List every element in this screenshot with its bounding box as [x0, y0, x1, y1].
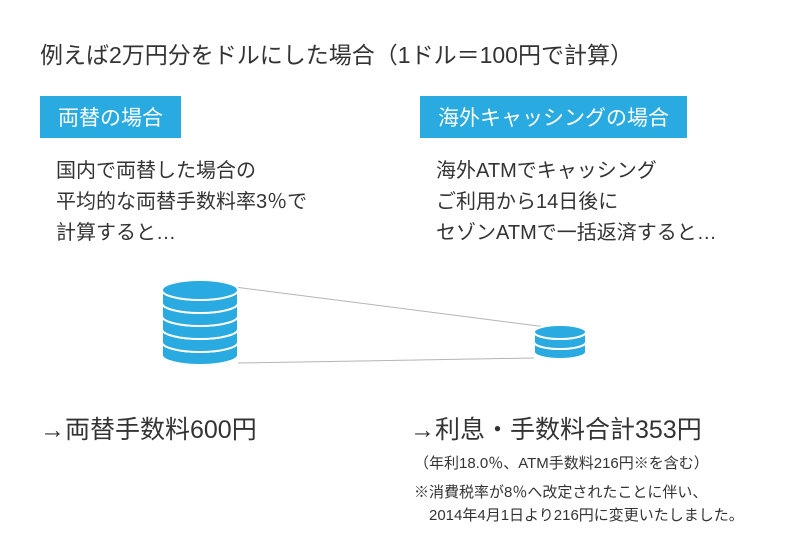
footnote-line: ※消費税率が8％へ改定されたことに伴い、	[414, 484, 707, 501]
result-cashing: →利息・手数料合計353円	[410, 410, 780, 446]
desc-line: 計算すると…	[56, 222, 176, 244]
desc-line: 海外ATMでキャッシング	[436, 160, 657, 182]
column-right: 海外キャッシングの場合 海外ATMでキャッシング ご利用から14日後に セゾンA…	[420, 96, 760, 249]
desc-line: ご利用から14日後に	[436, 191, 618, 213]
result-exchange: →両替手数料600円	[40, 410, 410, 446]
desc-line: セゾンATMで一括返済すると…	[436, 222, 717, 244]
desc-exchange: 国内で両替した場合の 平均的な両替手数料率3％で 計算すると…	[40, 156, 380, 249]
column-left: 両替の場合 国内で両替した場合の 平均的な両替手数料率3％で 計算すると…	[40, 96, 380, 249]
footnote-rate: （年利18.0％、ATM手数料216円※を含む）	[414, 452, 709, 473]
comparison-diagram	[0, 270, 800, 400]
desc-line: 国内で両替した場合の	[56, 160, 256, 182]
tag-exchange: 両替の場合	[40, 96, 181, 138]
columns: 両替の場合 国内で両替した場合の 平均的な両替手数料率3％で 計算すると… 海外…	[40, 96, 760, 249]
desc-cashing: 海外ATMでキャッシング ご利用から14日後に セゾンATMで一括返済すると…	[420, 156, 760, 249]
footnote-line: 2014年4月1日より216円に変更いたしました。	[414, 507, 744, 524]
result-row: →両替手数料600円 →利息・手数料合計353円	[40, 410, 780, 446]
footnote-tax: ※消費税率が8％へ改定されたことに伴い、 2014年4月1日より216円に変更い…	[414, 482, 744, 527]
page-title: 例えば2万円分をドルにした場合（1ドル＝100円で計算）	[40, 36, 633, 70]
desc-line: 平均的な両替手数料率3％で	[56, 191, 307, 213]
tag-cashing: 海外キャッシングの場合	[420, 96, 687, 138]
